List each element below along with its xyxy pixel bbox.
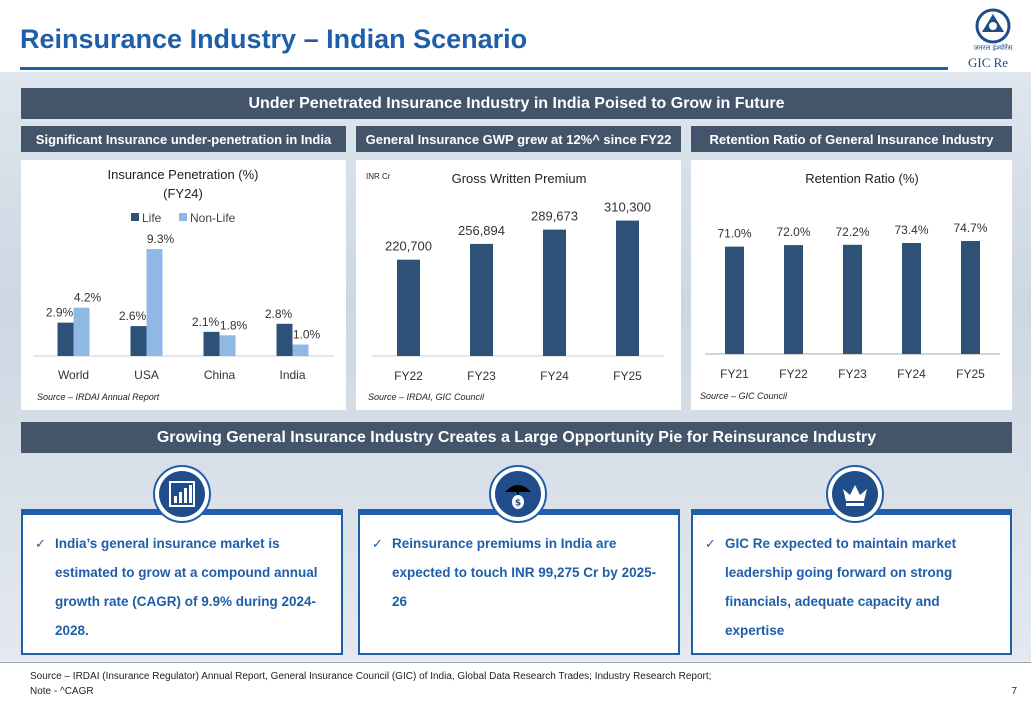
card-leadership-text: GIC Re expected to maintain market leade… <box>725 536 957 638</box>
bottom-banner: Growing General Insurance Industry Creat… <box>21 422 1012 453</box>
data-label: 72.2% <box>835 225 869 239</box>
chart-legend: Life Non-Life <box>131 211 236 225</box>
bar-non-life-usa <box>146 249 163 356</box>
bar-chart-icon <box>153 465 211 523</box>
data-label: 4.2% <box>74 291 102 305</box>
title-underline <box>20 67 948 70</box>
footer-note: Note - ^CAGR <box>30 686 94 697</box>
gwp-source: Source – IRDAI, GIC Council <box>368 392 485 402</box>
subhead-retention: Retention Ratio of General Insurance Ind… <box>691 126 1012 152</box>
bar-non-life-india <box>292 344 309 356</box>
data-label: 256,894 <box>458 223 505 238</box>
bar-fy24 <box>902 242 921 354</box>
penetration-chart-panel: Insurance Penetration (%) (FY24) Life Non… <box>21 160 346 410</box>
tick-label: China <box>204 368 236 382</box>
footer <box>0 662 1031 712</box>
top-banner: Under Penetrated Insurance Industry in I… <box>21 88 1012 119</box>
tick-label: FY25 <box>956 367 985 381</box>
check-icon: ✓ <box>372 536 383 551</box>
bar-non-life-china <box>219 335 236 356</box>
bar-life-india <box>276 323 293 356</box>
check-icon: ✓ <box>705 536 716 551</box>
bar-fy23 <box>470 243 493 356</box>
legend-label: Life <box>142 211 162 225</box>
data-label: 2.1% <box>192 315 220 329</box>
retention-chart-panel: Retention Ratio (%) 71.0% FY21 72.0% FY22 72… <box>691 160 1012 410</box>
tick-label: FY24 <box>897 367 926 381</box>
bar-fy21 <box>725 246 744 354</box>
data-label: 2.8% <box>265 307 293 321</box>
subhead-penetration: Significant Insurance under-penetration … <box>21 126 346 152</box>
chart-subtitle: (FY24) <box>163 186 203 201</box>
page-number: 7 <box>1011 686 1017 697</box>
tick-label: India <box>279 368 305 382</box>
data-label: 289,673 <box>531 209 578 224</box>
bar-fy25 <box>961 241 980 354</box>
card-premiums-text: Reinsurance premiums in India are expect… <box>392 536 657 609</box>
logo-name: GIC Re <box>968 55 1009 70</box>
gic-re-logo-icon: जनरल इंश्योरेंस <box>974 8 1013 52</box>
tick-label: World <box>58 368 89 382</box>
legend-label: Non-Life <box>190 211 236 225</box>
chart-title: Gross Written Premium <box>452 171 587 186</box>
tick-label: USA <box>134 368 159 382</box>
logo-hindi-text: जनरल इंश्योरेंस <box>974 43 1013 52</box>
data-label: 71.0% <box>717 227 751 241</box>
gwp-chart-panel: INR Cr Gross Written Premium 220,700 FY22… <box>356 160 681 410</box>
tick-label: FY24 <box>540 369 569 383</box>
footer-source: Source – IRDAI (Insurance Regulator) Ann… <box>30 671 712 682</box>
tick-label: FY22 <box>779 367 808 381</box>
card-premiums: ✓ Reinsurance premiums in India are expe… <box>358 509 680 655</box>
chart-unit-label: INR Cr <box>366 172 391 181</box>
footer-divider <box>0 662 1031 663</box>
retention-source: Source – GIC Council <box>700 391 788 401</box>
tick-label: FY23 <box>838 367 867 381</box>
tick-label: FY21 <box>720 367 749 381</box>
page-title: Reinsurance Industry – Indian Scenario <box>20 24 528 54</box>
card-cagr-text: India’s general insurance market is esti… <box>55 536 318 638</box>
bar-life-usa <box>130 326 147 356</box>
bar-fy25 <box>616 220 639 356</box>
data-label: 1.8% <box>220 318 248 332</box>
bar-fy23 <box>843 244 862 354</box>
legend-swatch-life <box>131 213 139 221</box>
chart-title: Retention Ratio (%) <box>805 171 918 186</box>
data-label: 220,700 <box>385 239 432 254</box>
bar-life-world <box>57 322 74 356</box>
retention-chart: Retention Ratio (%) 71.0% FY21 72.0% FY22 72… <box>705 171 1000 381</box>
tick-label: FY25 <box>613 369 642 383</box>
card-cagr: ✓ India’s general insurance market is es… <box>21 509 343 655</box>
penetration-chart: Insurance Penetration (%) (FY24) Life Non… <box>33 167 334 382</box>
data-label: 2.9% <box>46 306 74 320</box>
tick-label: FY22 <box>394 369 423 383</box>
penetration-source: Source – IRDAI Annual Report <box>37 392 160 402</box>
bar-fy24 <box>543 229 566 356</box>
data-label: 73.4% <box>894 223 928 237</box>
bar-fy22 <box>397 259 420 356</box>
bar-life-china <box>203 331 220 356</box>
tick-label: FY23 <box>467 369 496 383</box>
umbrella-money-icon: $ <box>489 465 547 523</box>
chart-title: Insurance Penetration (%) <box>107 167 258 182</box>
legend-swatch-non-life <box>179 213 187 221</box>
check-icon: ✓ <box>35 536 46 551</box>
bar-fy22 <box>784 245 803 354</box>
gwp-chart: INR Cr Gross Written Premium 220,700 FY22… <box>366 171 664 383</box>
data-label: 2.6% <box>119 309 147 323</box>
subhead-gwp: General Insurance GWP grew at 12%^ since… <box>356 126 681 152</box>
svg-text:$: $ <box>515 499 521 509</box>
bar-non-life-world <box>73 307 90 356</box>
card-leadership: ✓ GIC Re expected to maintain market lea… <box>691 509 1012 655</box>
crown-icon <box>826 465 884 523</box>
data-label: 74.7% <box>953 221 987 235</box>
data-label: 72.0% <box>776 225 810 239</box>
data-label: 1.0% <box>293 328 321 342</box>
header-area <box>0 0 1031 72</box>
data-label: 310,300 <box>604 200 651 215</box>
data-label: 9.3% <box>147 232 175 246</box>
